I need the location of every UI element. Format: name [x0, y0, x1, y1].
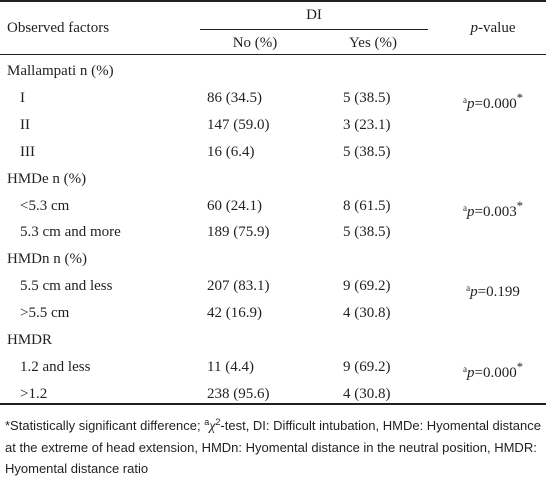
header-p-value: p-value: [440, 19, 546, 37]
header-bottom-rule: [0, 54, 546, 55]
p-significance-star: *: [516, 90, 523, 105]
p-value: ap=0.003*: [440, 197, 546, 221]
header-no: No (%): [232, 35, 278, 51]
group-label: HMDR: [7, 332, 53, 348]
row-value-no: 11 (4.4): [207, 358, 254, 375]
footnote-sup-a: a: [204, 417, 210, 427]
p-var: p: [467, 364, 475, 381]
row-value-yes: 4 (30.8): [343, 385, 391, 402]
p-value: ap=0.199: [440, 277, 546, 301]
footnote-sup-2: 2: [215, 417, 221, 427]
header-observed-factors: Observed factors: [7, 20, 110, 36]
row-value-no: 60 (24.1): [207, 197, 262, 214]
table-bottom-rule: [0, 403, 546, 405]
row-value-no: 189 (75.9): [207, 224, 270, 241]
group-label: HMDn n (%): [7, 251, 87, 268]
row-label: I: [20, 89, 25, 106]
row-label: >5.5 cm: [20, 305, 70, 322]
row-value-yes: 9 (69.2): [343, 358, 391, 375]
row-label: 1.2 and less: [20, 358, 91, 375]
di-header-rule: [200, 29, 428, 30]
p-var: p: [467, 203, 475, 220]
row-value-yes: 9 (69.2): [343, 278, 391, 295]
row-label: II: [20, 116, 30, 133]
p-significance-star: *: [516, 198, 523, 213]
footnote-part2: -test, DI: Difficult intubation, HMDe: H…: [5, 418, 541, 476]
header-p-italic: p: [470, 20, 479, 36]
table-top-rule: [0, 0, 546, 2]
p-number: =0.199: [477, 284, 520, 301]
table-footnote: *Statistically significant difference; a…: [5, 415, 543, 479]
p-sup-a: a: [463, 363, 468, 374]
row-value-no: 42 (16.9): [207, 305, 262, 322]
row-value-no: 207 (83.1): [207, 278, 270, 295]
row-value-yes: 5 (38.5): [343, 89, 391, 106]
p-sup-a: a: [463, 202, 468, 213]
row-value-yes: 3 (23.1): [343, 116, 391, 133]
row-label: 5.3 cm and more: [20, 224, 121, 241]
header-p-rest: -value: [478, 20, 516, 36]
p-sup-a: a: [463, 94, 468, 105]
row-value-yes: 4 (30.8): [343, 305, 391, 322]
p-value: ap=0.000*: [440, 358, 546, 382]
p-value: ap=0.000*: [440, 89, 546, 113]
row-value-yes: 5 (38.5): [343, 143, 391, 160]
row-value-yes: 5 (38.5): [343, 224, 391, 241]
row-label: III: [20, 143, 35, 160]
p-significance-star: *: [516, 359, 523, 374]
footnote-part1: *Statistically significant difference;: [5, 418, 205, 433]
p-var: p: [467, 95, 475, 112]
p-number: =0.000: [474, 364, 517, 381]
row-value-no: 16 (6.4): [207, 143, 255, 160]
row-label: <5.3 cm: [20, 197, 70, 214]
row-value-yes: 8 (61.5): [343, 197, 391, 214]
group-label: HMDe n (%): [7, 170, 87, 187]
p-number: =0.003: [474, 203, 517, 220]
p-number: =0.000: [474, 95, 517, 112]
row-label: >1.2: [20, 385, 48, 402]
header-di: DI: [306, 7, 322, 23]
row-label: 5.5 cm and less: [20, 278, 113, 295]
p-var: p: [470, 284, 478, 301]
header-yes: Yes (%): [348, 35, 398, 51]
footnote-chi: χ: [209, 419, 216, 434]
row-value-no: 86 (34.5): [207, 89, 262, 106]
row-value-no: 238 (95.6): [207, 385, 270, 402]
p-sup-a: a: [466, 283, 471, 294]
row-value-no: 147 (59.0): [207, 116, 270, 133]
group-label: Mallampati n (%): [7, 63, 114, 79]
